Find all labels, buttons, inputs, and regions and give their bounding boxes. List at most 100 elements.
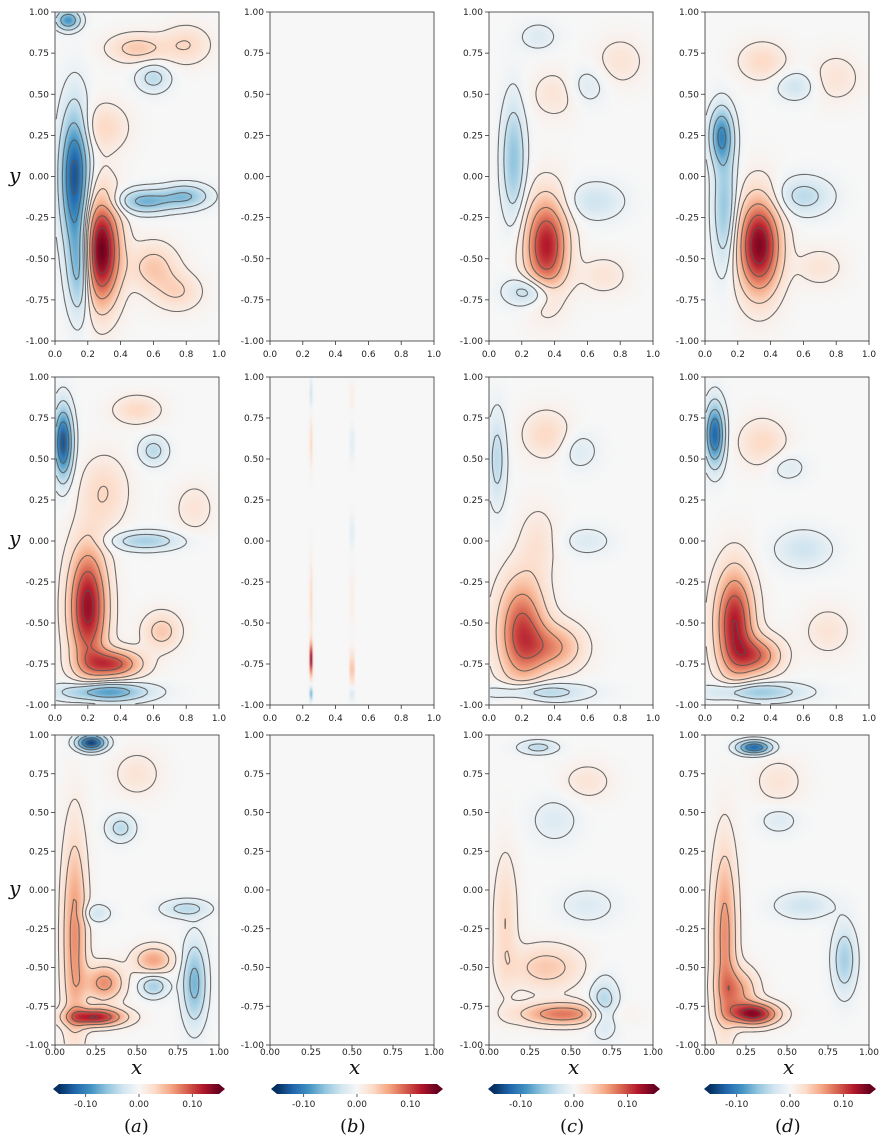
- x-tick-label: 0.8: [613, 350, 628, 360]
- y-tick-label: -0.50: [26, 964, 50, 974]
- y-tick-label: 1.00: [244, 8, 264, 18]
- y-tick-label: -1.00: [460, 1041, 484, 1051]
- contour-positive: [522, 190, 572, 289]
- x-axis-label-a: x: [131, 1055, 142, 1079]
- contour-positive: [492, 766, 608, 1031]
- y-tick-label: -0.25: [241, 578, 264, 588]
- x-tick-label: 0.8: [179, 350, 194, 360]
- y-tick-label: 0.50: [463, 90, 483, 100]
- heatmap-image: [705, 377, 869, 705]
- y-tick-label: 0.00: [463, 173, 483, 183]
- y-tick-label: 0.00: [679, 173, 699, 183]
- colorbar-gradient: [59, 1084, 219, 1094]
- y-tick-label: -0.75: [460, 296, 483, 306]
- y-tick-label: 0.25: [244, 847, 264, 857]
- y-tick-label: -0.25: [460, 925, 483, 935]
- y-tick-label: 0.00: [244, 173, 264, 183]
- colorbar-tick-label: -0.10: [292, 1100, 316, 1110]
- x-tick-label: 0.2: [731, 350, 745, 360]
- x-tick-label: 0.0: [263, 350, 278, 360]
- y-tick-label: 0.50: [244, 90, 264, 100]
- x-tick-label: 0.25: [86, 1048, 106, 1058]
- y-tick-label: -0.50: [241, 619, 265, 629]
- contour-positive: [89, 1015, 99, 1019]
- colorbar-tick-label: 0.00: [780, 1100, 800, 1110]
- heatmap-image: [705, 735, 869, 1045]
- y-tick-label: -1.00: [26, 701, 50, 711]
- y-tick-label: -0.75: [241, 1002, 264, 1012]
- colorbars: -0.10 0.00 0.10 -0.10 0.00 0.10 -0.10 0.00 0.10-…: [53, 1084, 876, 1110]
- x-tick-label: 1.0: [646, 350, 661, 360]
- y-tick-label: 1.00: [29, 373, 49, 383]
- x-tick-label: 0.0: [48, 350, 63, 360]
- contour-lines: [55, 735, 215, 1044]
- y-axis-label-row3: y: [8, 876, 21, 900]
- y-tick-label: -1.00: [241, 1041, 265, 1051]
- y-tick-label: -0.50: [676, 619, 700, 629]
- y-tick-label: 0.25: [679, 131, 699, 141]
- contour-lines: [705, 41, 857, 322]
- x-axis-label-d: x: [783, 1055, 794, 1079]
- x-tick-label: 0.50: [777, 1048, 797, 1058]
- contour-positive: [750, 226, 768, 265]
- y-tick-label: -0.75: [676, 296, 699, 306]
- y-tick-label: 0.25: [679, 847, 699, 857]
- x-tick-label: 1.00: [643, 1048, 663, 1058]
- x-tick-label: 0.4: [328, 350, 343, 360]
- contour-lines: [706, 736, 860, 1044]
- x-tick-label: 0.0: [698, 714, 713, 724]
- x-tick-label: 0.4: [763, 350, 778, 360]
- x-tick-label: 0.4: [763, 714, 778, 724]
- y-tick-label: 0.75: [29, 414, 49, 424]
- x-tick-label: 1.0: [862, 714, 877, 724]
- contour-negative: [497, 24, 626, 307]
- y-tick-label: -0.25: [676, 578, 699, 588]
- colorbar-tick-label: 0.00: [564, 1100, 584, 1110]
- x-tick-label: 0.0: [482, 714, 497, 724]
- panel-label-b-letter: b: [347, 1116, 359, 1137]
- y-tick-label: 1.00: [244, 731, 264, 741]
- contour-positive: [504, 593, 563, 672]
- y-tick-label: -0.75: [460, 660, 483, 670]
- contour-positive: [85, 24, 212, 335]
- y-tick-label: -0.25: [460, 578, 483, 588]
- y-axis-label-row1: y: [8, 163, 21, 187]
- contour-positive: [528, 206, 565, 280]
- x-tick-label: 0.0: [698, 350, 713, 360]
- panel-label-d-letter: d: [782, 1116, 794, 1137]
- contour-negative: [70, 159, 79, 195]
- panel-label-c-letter: c: [567, 1116, 577, 1137]
- y-tick-label: -0.75: [26, 296, 49, 306]
- contour-negative: [73, 735, 206, 1020]
- colorbar-extend-high: [219, 1084, 225, 1094]
- y-tick-label: 0.75: [463, 770, 483, 780]
- contour-negative: [717, 126, 727, 150]
- y-tick-label: 0.75: [29, 770, 49, 780]
- x-tick-label: 0.75: [168, 1048, 188, 1058]
- heatmap-image: [270, 377, 434, 705]
- contour-negative: [745, 743, 764, 752]
- contour-positive: [57, 394, 211, 683]
- x-axis-label-b: x: [349, 1055, 360, 1079]
- contour-positive: [55, 754, 177, 1044]
- y-tick-label: 0.00: [244, 537, 264, 547]
- contour-positive: [504, 918, 592, 1026]
- y-tick-label: 0.25: [244, 496, 264, 506]
- x-tick-label: 1.00: [859, 1048, 879, 1058]
- colorbar-tick-label: -0.10: [74, 1100, 98, 1110]
- x-tick-label: 0.2: [81, 714, 95, 724]
- contour-positive: [495, 570, 579, 682]
- contour-negative: [57, 421, 70, 464]
- contour-lines: [489, 404, 608, 704]
- contour-lines: [705, 386, 848, 705]
- x-tick-label: 1.00: [209, 1048, 229, 1058]
- y-tick-label: 0.00: [29, 537, 49, 547]
- contour-negative: [60, 432, 67, 453]
- y-tick-label: 0.75: [244, 770, 264, 780]
- contour-negative: [68, 735, 215, 1039]
- y-axis-label-row2: y: [8, 526, 21, 550]
- y-tick-label: -0.25: [676, 214, 699, 224]
- contour-negative: [705, 386, 834, 705]
- y-tick-label: -0.25: [26, 925, 49, 935]
